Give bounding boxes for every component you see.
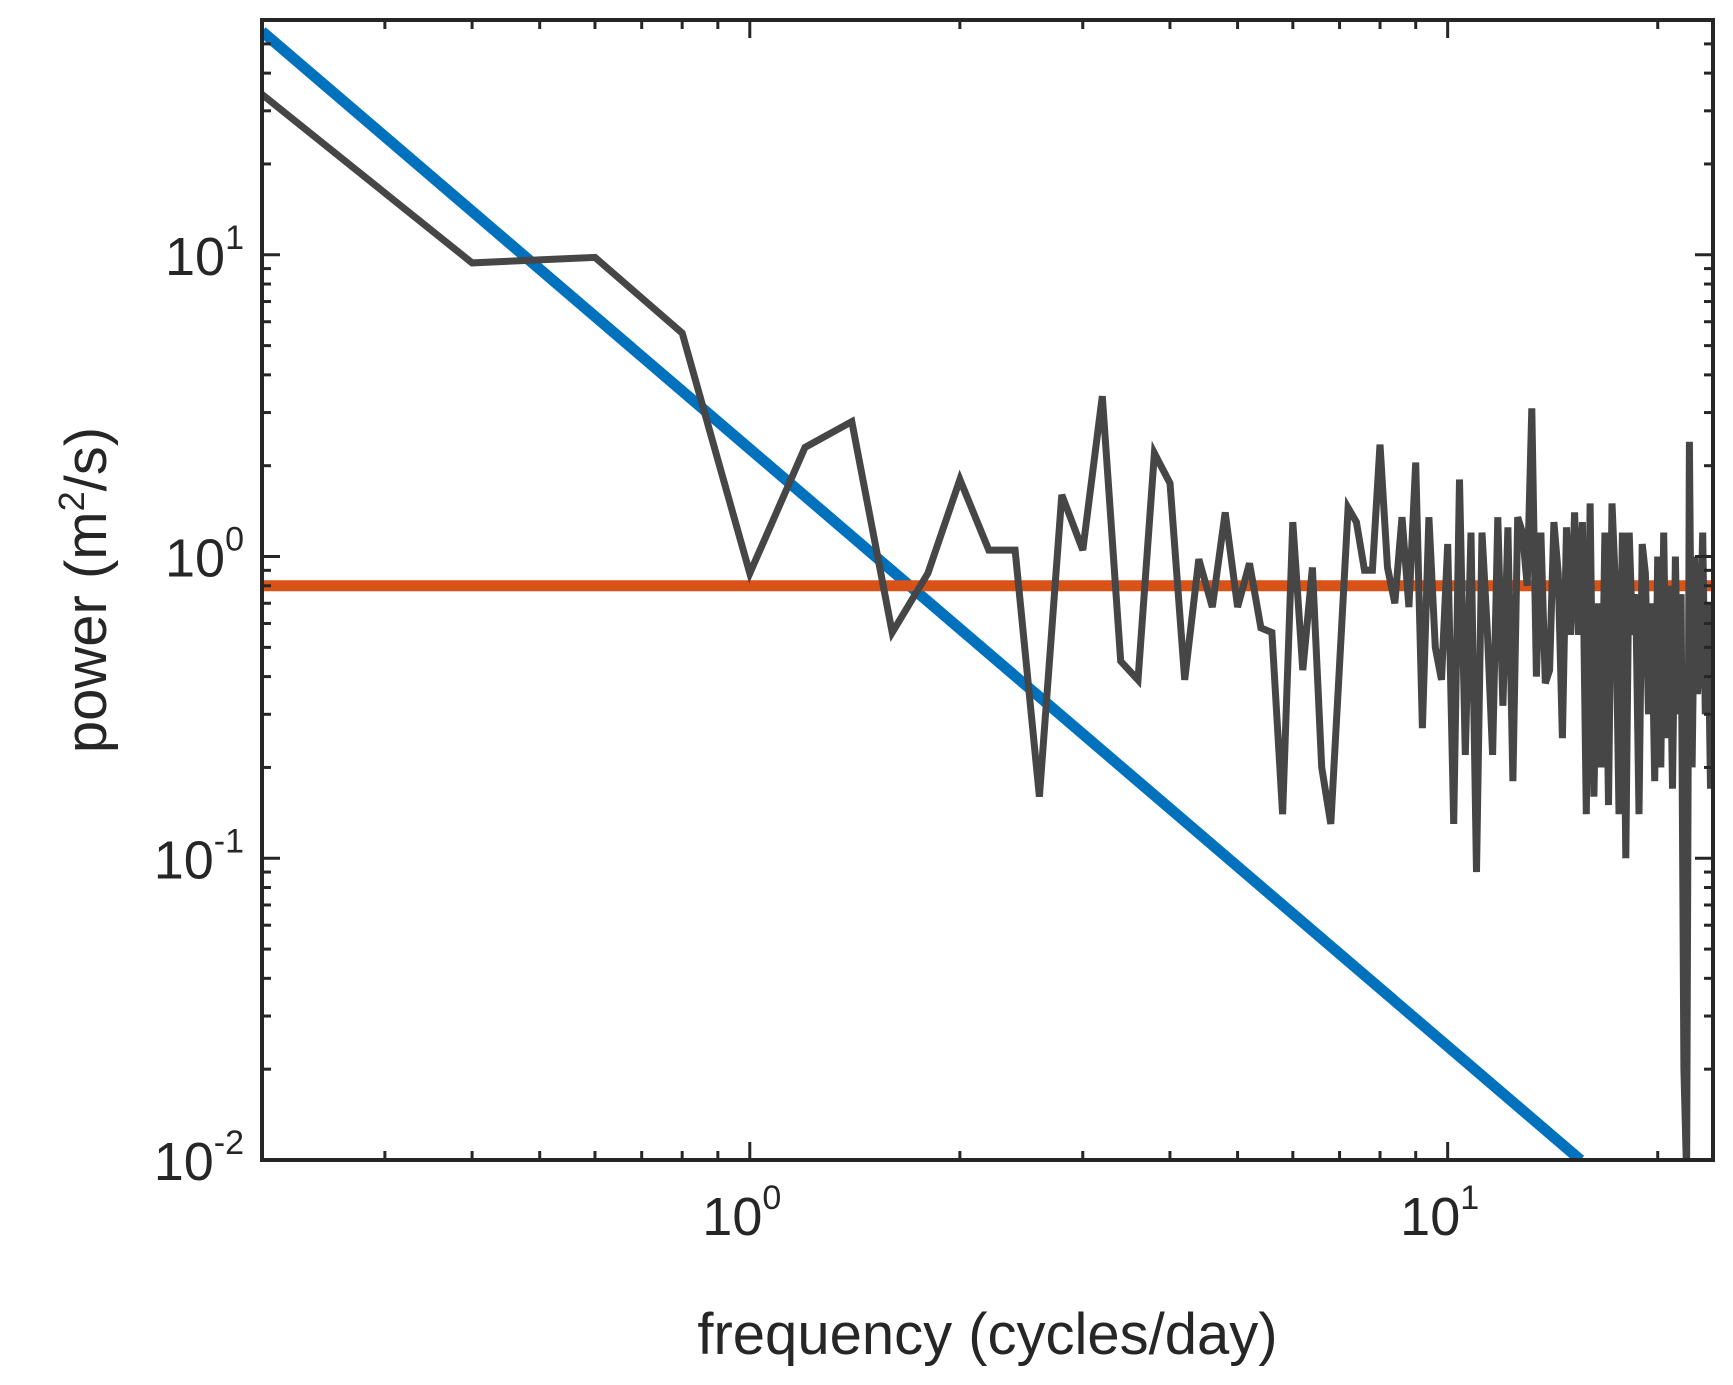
plot-frame (260, 18, 1715, 1162)
y-axis-label-superscript: 2 (51, 491, 92, 511)
y-tick-label: 10-2 (154, 1124, 244, 1192)
x-tick-labels: 100 101 (702, 1179, 1479, 1247)
x-tick-label: 101 (1400, 1179, 1479, 1247)
y-axis-label-prefix: power (m (54, 511, 119, 753)
x-axis-label: frequency (cycles/day) (697, 1302, 1277, 1367)
y-tick-label: 101 (165, 219, 244, 287)
y-axis-label: power (m2/s) (51, 427, 119, 753)
series-line-observed-spectrum (262, 91, 1713, 1160)
x-tick-label: 100 (702, 1179, 781, 1247)
y-tick-labels: 10-2 10-1 100 101 (154, 219, 244, 1192)
y-tick-label: 10-1 (154, 822, 244, 890)
y-tick-label: 100 (165, 521, 244, 589)
series-line-blue-power-law (262, 27, 1585, 1160)
series-layer (262, 27, 1713, 1160)
y-axis-label-suffix: /s) (54, 427, 119, 491)
